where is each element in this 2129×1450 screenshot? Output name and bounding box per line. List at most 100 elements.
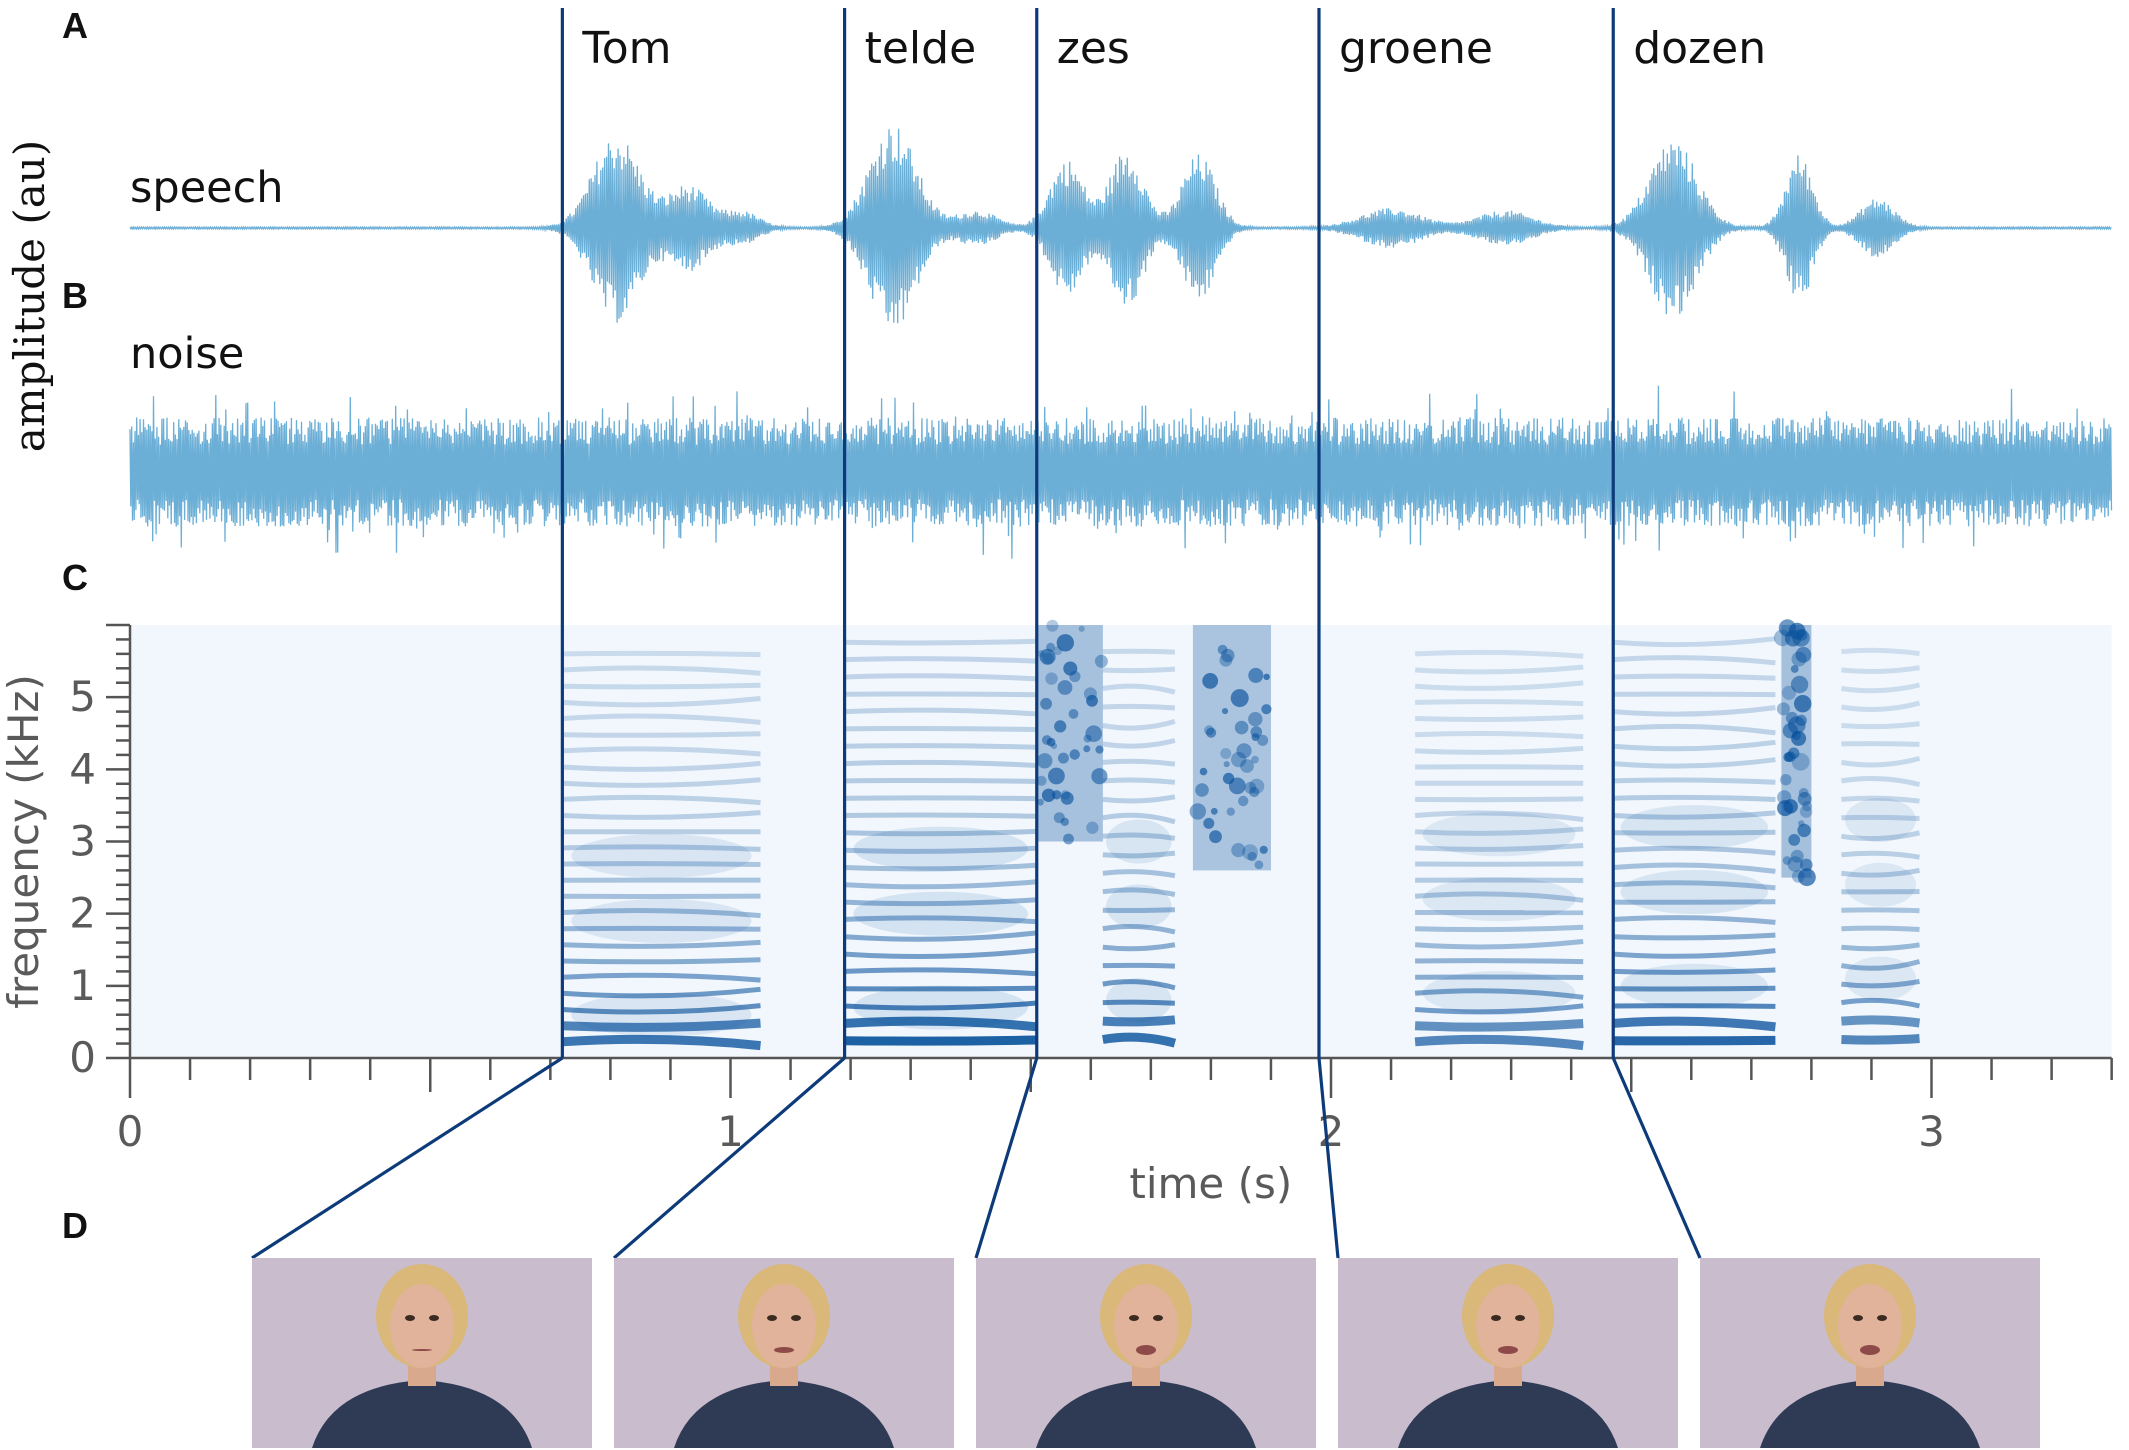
spectrogram-energy [1039, 648, 1056, 665]
spectrogram-energy [1791, 869, 1805, 883]
spectrogram-harmonic [1841, 867, 1920, 878]
spectrogram-energy [1800, 858, 1813, 872]
spectrogram-harmonic [562, 1034, 761, 1051]
panel-letter-b: B [62, 275, 88, 316]
frame-connector [974, 1057, 1039, 1259]
spectrogram-formant [571, 992, 752, 1037]
spectrogram-energy [1054, 720, 1067, 733]
spectrogram-harmonic [562, 925, 761, 932]
spectrogram-harmonic [1415, 714, 1584, 723]
spectrogram-harmonic [844, 656, 1037, 664]
speaker-shoulders [1036, 1380, 1256, 1448]
frame-connector [612, 1056, 846, 1260]
spectrogram-harmonic [1102, 719, 1176, 731]
spectrogram-energy [1257, 734, 1269, 746]
speaker-face [1114, 1284, 1178, 1368]
x-tick-label: 3 [1918, 1107, 1945, 1156]
spectrogram-energy [1783, 752, 1794, 762]
speaker-shoulders [1760, 1380, 1980, 1448]
spectrogram-harmonic [1613, 794, 1776, 802]
spectrogram-energy [1195, 783, 1209, 797]
spectrogram-formant [853, 891, 1028, 936]
spectrogram-background [130, 625, 2112, 1058]
spectrogram-energy [1249, 786, 1260, 798]
amplitude-axis-label: amplitude (au) [5, 140, 54, 453]
spectrogram-energy [1784, 630, 1802, 647]
spectrogram-harmonic [844, 812, 1037, 819]
spectrogram-harmonic [562, 908, 761, 919]
spectrogram-harmonic [1102, 832, 1176, 841]
video-frames [252, 1258, 2040, 1448]
frame-connector [1611, 1057, 1702, 1259]
spectrogram-energy [1791, 752, 1810, 771]
spectrogram-harmonic [562, 844, 761, 852]
spectrogram-energy [1776, 702, 1790, 716]
spectrogram-harmonic [1613, 1003, 1776, 1009]
spectrogram-harmonic [1102, 942, 1176, 952]
spectrogram-energy [1242, 844, 1258, 861]
spectrogram-harmonic [1612, 739, 1776, 752]
spectrogram-formant [1845, 956, 1916, 1001]
spectrogram-harmonic [1102, 887, 1176, 897]
spectrogram-harmonic [1102, 812, 1176, 825]
spectrogram-formant [1106, 884, 1172, 929]
spectrogram-harmonic [1841, 830, 1921, 842]
spectrogram-harmonic [1102, 869, 1176, 879]
spectrogram-formant [1620, 870, 1769, 914]
spectrogram-harmonic [1414, 664, 1584, 675]
spectrogram-harmonic [1613, 967, 1776, 975]
speaker-eye [767, 1315, 777, 1321]
spectrogram-energy [1068, 709, 1079, 719]
frame-connector [251, 1056, 564, 1260]
spectrogram-harmonic [1613, 810, 1776, 820]
spectrogram-energy [1248, 667, 1264, 683]
spectrogram-formant [1106, 978, 1172, 1023]
spectrogram-formant [571, 833, 752, 878]
video-frame [252, 1258, 592, 1448]
spectrogram-harmonic [562, 957, 761, 965]
spectrogram-harmonic [1414, 680, 1584, 691]
spectrogram-energy [1060, 790, 1071, 800]
spectrogram-harmonic [562, 861, 761, 867]
spectrogram-harmonic [1102, 648, 1175, 655]
spectrogram-energy [1057, 680, 1073, 695]
spectrogram-harmonic [1414, 1019, 1584, 1032]
y-axis-label: frequency (kHz) [0, 674, 48, 1009]
spectrogram-harmonic [1613, 862, 1776, 874]
spectrogram-harmonic [562, 810, 761, 820]
spectrogram-harmonic [844, 879, 1038, 890]
spectrogram-harmonic [1102, 758, 1176, 767]
spectrogram-energy [1226, 807, 1236, 816]
spectrogram-energy [1247, 851, 1257, 862]
y-tick-label: 0 [69, 1033, 96, 1082]
spectrogram-energy [1799, 805, 1813, 818]
spectrogram-energy [1254, 860, 1264, 870]
speaker-eye [405, 1315, 415, 1321]
spectrogram-harmonic [1102, 924, 1176, 935]
spectrogram-harmonic [844, 828, 1037, 837]
spectrogram-harmonic [1414, 810, 1584, 822]
spectrogram-energy [1780, 774, 1792, 786]
spectrogram-energy [1777, 790, 1792, 805]
spectrogram-energy [1263, 673, 1270, 680]
spectrogram-formant [853, 826, 1028, 871]
spectrogram-energy [1091, 768, 1108, 785]
speech-trace-label: speech [130, 163, 284, 213]
spectrogram-energy [1790, 675, 1809, 694]
spectrogram-energy [1060, 791, 1074, 805]
frame-connector [1317, 1057, 1340, 1259]
spectrogram-energy [1202, 673, 1219, 689]
spectrogram-harmonic [1102, 979, 1176, 991]
spectrogram-energy [1063, 661, 1078, 676]
x-tick-label: 2 [1318, 1107, 1345, 1156]
spectrogram-formant [1620, 963, 1769, 1008]
x-axis-label: time (s) [1129, 1159, 1292, 1208]
speaker-eye [1515, 1315, 1525, 1321]
spectrogram-energy [1053, 646, 1063, 656]
spectrogram-energy [1085, 725, 1102, 742]
speaker-eye [1491, 1315, 1501, 1321]
spectrogram-energy [1041, 788, 1056, 802]
spectrogram-harmonic [1613, 880, 1776, 891]
speaker-eye [1877, 1315, 1887, 1321]
